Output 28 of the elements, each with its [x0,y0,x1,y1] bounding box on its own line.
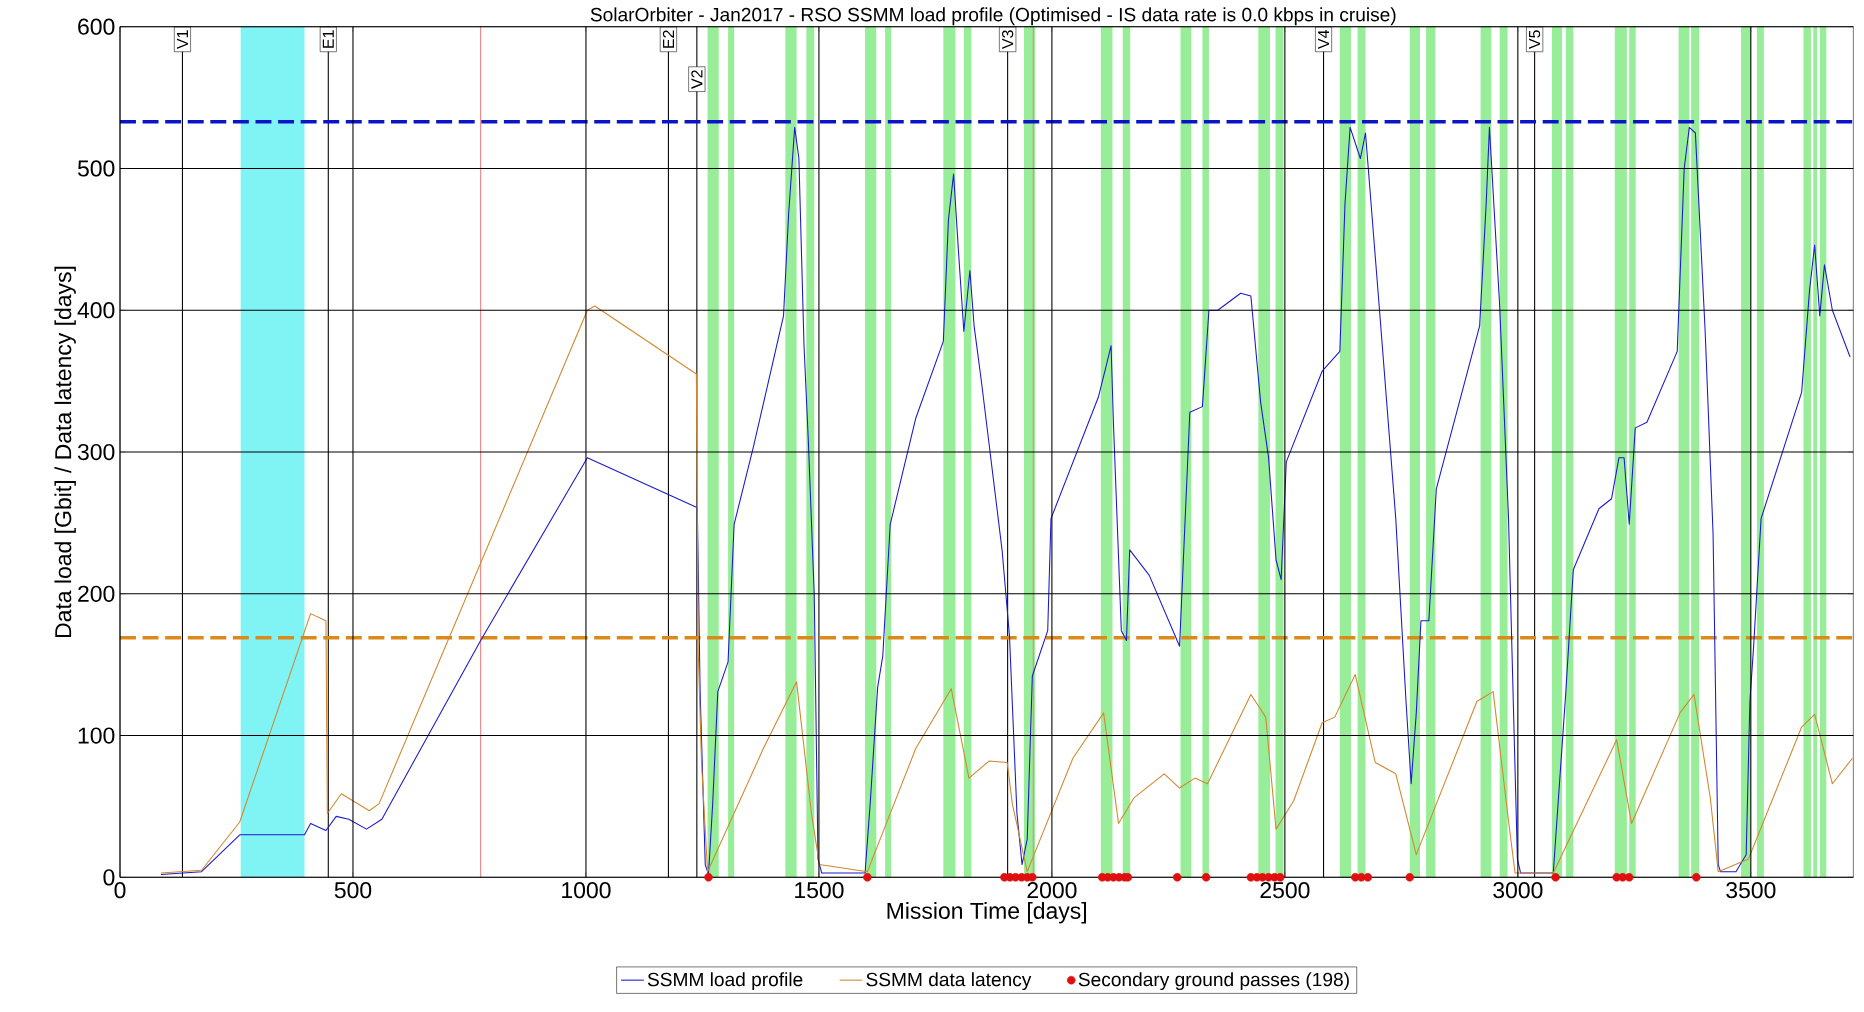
x-tick-label: 500 [334,882,372,899]
ref-line-label: E1 [322,30,334,48]
legend-label: SSMM load profile [647,972,803,991]
x-tick-label: 2500 [1260,882,1310,899]
x-tick-label: 1000 [562,882,611,899]
y-tick-label: 500 [77,160,115,177]
y-tick-label: 0 [103,869,115,886]
ref-line-label: V4 [1318,30,1330,50]
legend-label: Secondary ground passes (198) [1078,972,1349,991]
y-tick-label: 400 [77,302,115,319]
y-tick-label: 200 [78,585,115,602]
y-tick-label: 600 [78,18,115,35]
y-tick-label: 300 [77,443,115,461]
legend-label: SSMM data latency [866,972,1032,991]
ref-line-label: V5 [1529,30,1541,50]
x-tick-label: 3000 [1493,882,1543,899]
x-tick-label: 3500 [1726,882,1776,899]
x-axis-title: Mission Time [days] [887,902,1086,924]
y-tick-label: 100 [78,727,115,744]
y-axis-title: Data load [Gbit] / Data latency [days] [54,266,76,638]
x-tick-label: 0 [114,882,126,899]
ref-line-label: V3 [1002,30,1014,50]
chart-title: SolarOrbiter - Jan2017 - RSO SSMM load profile (Optimised - IS data rate is 0.0 kbps in cruise) [590,7,1396,26]
x-tick-label: 1500 [795,882,844,899]
ref-line-label: V2 [691,70,703,89]
ref-line-label: E2 [662,30,674,48]
x-tick-label: 2000 [1027,882,1077,899]
ref-line-label: V1 [176,30,188,50]
